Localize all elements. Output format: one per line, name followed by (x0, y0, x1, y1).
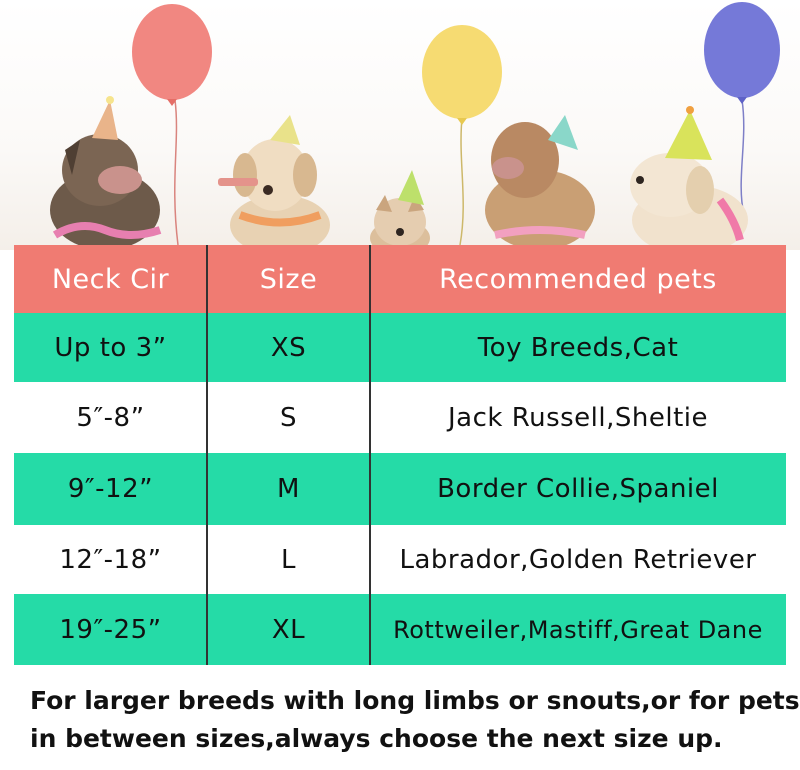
table-row: Up to 3” XS Toy Breeds,Cat (14, 313, 786, 382)
column-divider-2 (369, 245, 371, 665)
pets-cell: Toy Breeds,Cat (477, 332, 679, 363)
dog-scruffy-icon (485, 115, 595, 250)
dog-brindle-icon (50, 96, 162, 250)
size-cell: S (279, 402, 297, 433)
dog-small-terrier-icon (370, 170, 430, 250)
neck-cell: 12″-18” (59, 544, 162, 575)
size-cell: M (277, 474, 300, 504)
red-balloon-icon (132, 4, 212, 246)
header-recommended-pets: Recommended pets (439, 263, 717, 295)
pets-cell: Rottweiler,Mastiff,Great Dane (393, 615, 763, 644)
table-row: 9″-12” M Border Collie,Spaniel (14, 453, 786, 525)
sizing-note-line2: in between sizes,always choose the next … (30, 724, 723, 753)
neck-cell: 9″-12” (67, 474, 154, 504)
size-cell: XL (271, 614, 306, 645)
table-row: 12″-18” L Labrador,Golden Retriever (14, 525, 786, 594)
size-cell: XS (270, 332, 307, 363)
sizing-note: For larger breeds with long limbs or sno… (30, 682, 800, 758)
header-neck-circumference: Neck Cir (51, 263, 170, 295)
neck-cell: 19″-25” (59, 614, 162, 645)
yellow-balloon-icon (422, 25, 502, 246)
party-dogs-banner (0, 0, 800, 250)
size-cell: L (281, 544, 296, 575)
dog-golden-icon (218, 115, 330, 250)
table-header-row: Neck Cir Size Recommended pets (14, 245, 786, 313)
neck-cell: 5″-8” (76, 402, 145, 433)
purple-balloon-icon (704, 2, 780, 216)
dog-labrador-icon (630, 106, 748, 250)
neck-cell: Up to 3” (54, 332, 167, 363)
party-dogs-illustration (50, 2, 780, 250)
column-divider-1 (206, 245, 208, 665)
sizing-note-line1: For larger breeds with long limbs or sno… (30, 686, 800, 715)
pets-cell: Labrador,Golden Retriever (399, 544, 757, 575)
table-row: 19″-25” XL Rottweiler,Mastiff,Great Dane (14, 594, 786, 665)
pets-cell: Border Collie,Spaniel (437, 474, 719, 504)
pets-cell: Jack Russell,Sheltie (447, 402, 708, 433)
header-size: Size (259, 263, 318, 295)
table-row: 5″-8” S Jack Russell,Sheltie (14, 382, 786, 453)
